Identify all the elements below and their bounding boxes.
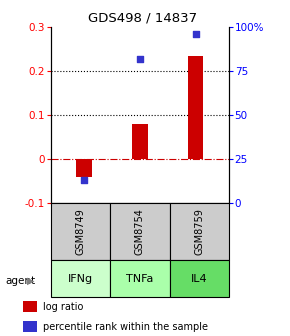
Text: GSM8759: GSM8759 — [194, 208, 204, 255]
Text: GSM8754: GSM8754 — [135, 208, 145, 255]
Point — [138, 56, 142, 61]
Bar — [110, 203, 170, 260]
Bar — [188, 55, 204, 159]
Text: percentile rank within the sample: percentile rank within the sample — [43, 322, 208, 332]
Point — [193, 31, 198, 37]
Bar — [170, 203, 229, 260]
Bar — [170, 260, 229, 297]
Bar — [132, 124, 148, 159]
Bar — [51, 260, 110, 297]
Bar — [23, 321, 37, 332]
Text: IFNg: IFNg — [68, 274, 93, 284]
Bar — [51, 203, 110, 260]
Text: ▶: ▶ — [27, 276, 34, 286]
Text: GSM8749: GSM8749 — [75, 208, 86, 255]
Text: IL4: IL4 — [191, 274, 208, 284]
Bar — [110, 260, 170, 297]
Text: TNFa: TNFa — [126, 274, 154, 284]
Text: log ratio: log ratio — [43, 302, 83, 311]
Bar — [23, 301, 37, 312]
Point — [82, 178, 86, 183]
Bar — [76, 159, 92, 177]
Text: agent: agent — [6, 276, 36, 286]
Text: GDS498 / 14837: GDS498 / 14837 — [88, 12, 197, 25]
